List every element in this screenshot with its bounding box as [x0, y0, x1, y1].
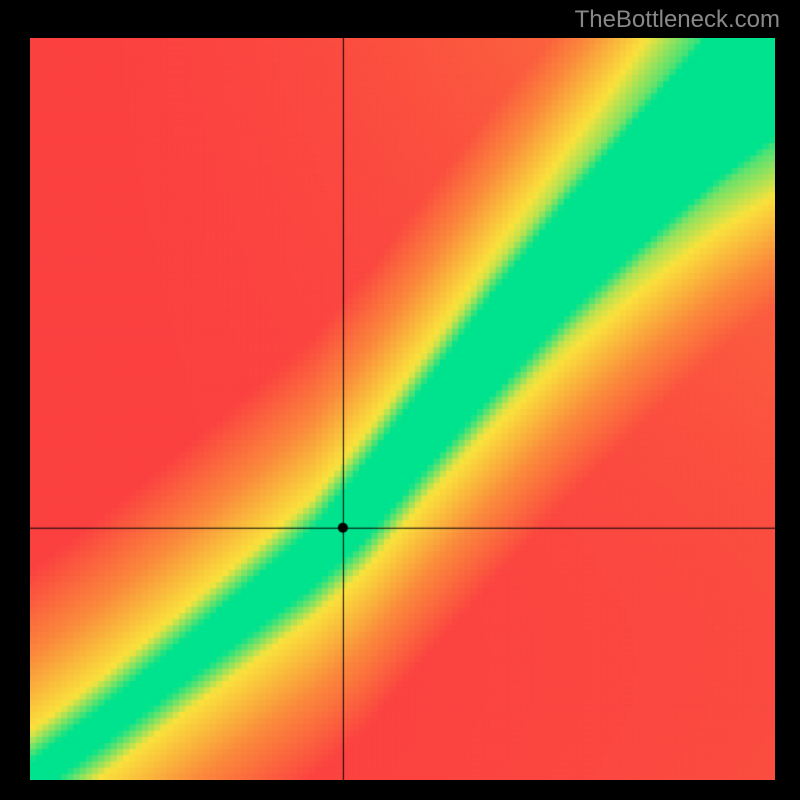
chart-container: TheBottleneck.com	[0, 0, 800, 800]
heatmap-plot	[30, 38, 775, 780]
watermark-text: TheBottleneck.com	[575, 6, 780, 34]
